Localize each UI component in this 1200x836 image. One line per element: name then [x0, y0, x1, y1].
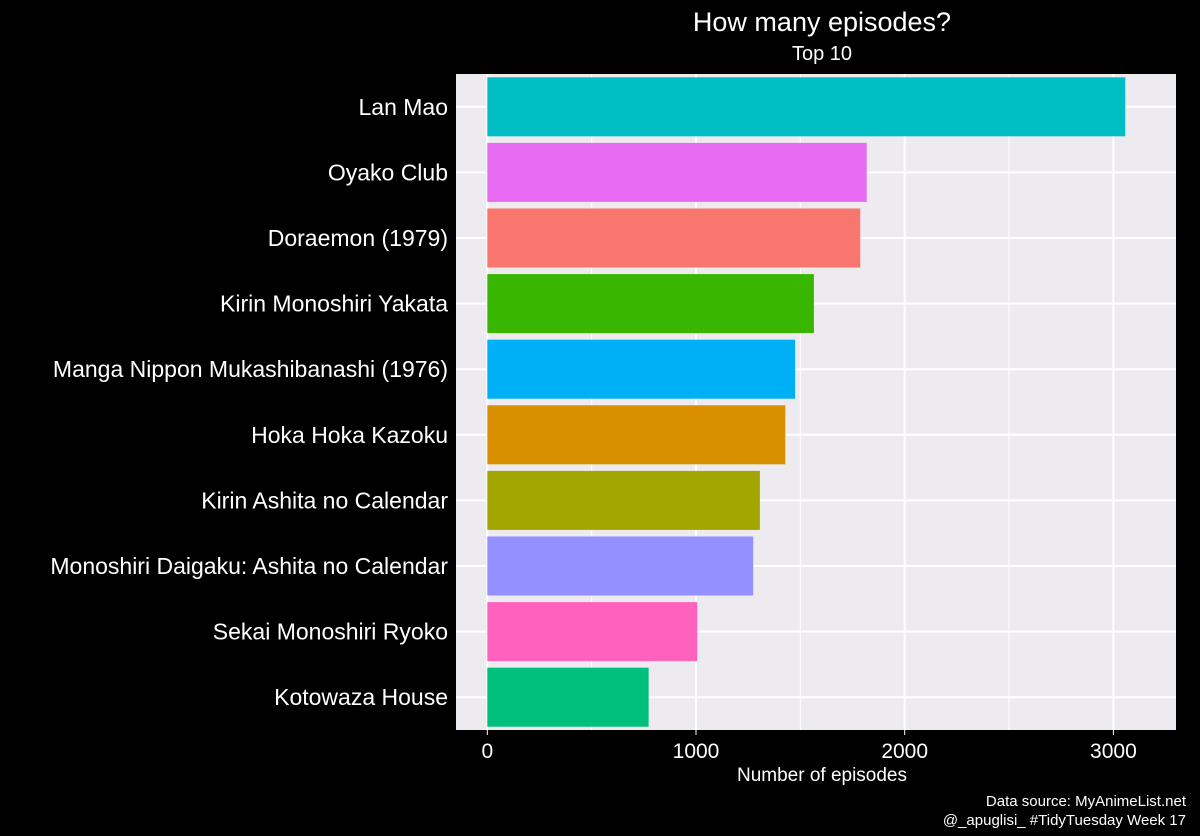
y-tick-label: Kirin Monoshiri Yakata — [220, 291, 448, 317]
bar-4 — [487, 274, 814, 334]
chart-title: How many episodes? — [693, 7, 951, 37]
bars — [487, 77, 1126, 727]
y-tick-label: Doraemon (1979) — [268, 225, 448, 251]
y-tick-label: Kotowaza House — [274, 684, 448, 710]
x-tick-label: 1000 — [673, 740, 720, 763]
bar-7 — [487, 470, 760, 530]
caption-credit: @_apuglisi_ #TidyTuesday Week 17 — [943, 812, 1186, 829]
bar-3 — [487, 208, 861, 268]
x-tick-label: 3000 — [1090, 740, 1137, 763]
bar-6 — [487, 405, 786, 465]
chart-subtitle: Top 10 — [792, 43, 852, 65]
x-tick-label: 2000 — [881, 740, 928, 763]
y-tick-label: Lan Mao — [358, 94, 448, 120]
y-tick-label: Hoka Hoka Kazoku — [251, 422, 448, 448]
bar-8 — [487, 536, 754, 596]
x-axis-ticks: 0 1000 2000 3000 — [481, 730, 1137, 763]
y-tick-label: Monoshiri Daigaku: Ashita no Calendar — [50, 553, 448, 579]
y-tick-label: Manga Nippon Mukashibanashi (1976) — [53, 356, 448, 382]
y-tick-label: Kirin Ashita no Calendar — [201, 487, 448, 513]
y-axis-labels: Lan Mao Oyako Club Doraemon (1979) Kirin Mo… — [50, 94, 448, 710]
y-tick-label: Sekai Monoshiri Ryoko — [213, 619, 448, 645]
bar-9 — [487, 602, 698, 662]
bar-10 — [487, 667, 649, 727]
bar-1 — [487, 77, 1126, 137]
x-axis-title: Number of episodes — [737, 765, 907, 786]
x-tick-label: 0 — [481, 740, 493, 763]
bar-2 — [487, 142, 867, 202]
y-tick-label: Oyako Club — [328, 159, 448, 185]
caption-source: Data source: MyAnimeList.net — [986, 793, 1187, 810]
bar-5 — [487, 339, 796, 399]
